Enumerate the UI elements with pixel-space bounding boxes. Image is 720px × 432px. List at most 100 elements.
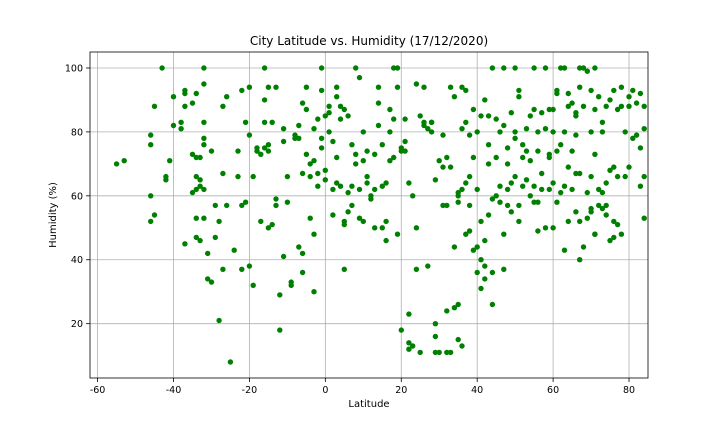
data-point (410, 343, 416, 349)
data-point (322, 113, 328, 119)
data-point (440, 132, 446, 138)
data-point (318, 135, 325, 141)
data-point (413, 81, 420, 87)
data-point (163, 177, 169, 183)
data-point (334, 84, 340, 90)
data-point (444, 202, 450, 209)
data-point (280, 253, 287, 260)
data-point (148, 142, 154, 148)
data-point (341, 266, 347, 272)
data-point (398, 327, 404, 333)
data-point (539, 186, 545, 193)
y-tick-label: 80 (71, 127, 83, 138)
data-point (611, 164, 617, 170)
data-point (546, 106, 552, 113)
data-point (345, 113, 351, 119)
data-point (497, 183, 503, 189)
data-point (489, 196, 496, 202)
data-point (402, 148, 408, 154)
data-point (603, 180, 609, 186)
data-point (474, 269, 480, 276)
data-point (425, 126, 431, 132)
data-point (622, 129, 628, 135)
data-point (394, 65, 401, 71)
data-point (425, 263, 431, 269)
data-point (470, 106, 477, 113)
data-point (493, 154, 499, 161)
data-point (463, 87, 469, 94)
data-point (622, 173, 628, 180)
data-point (630, 135, 636, 141)
data-point (148, 218, 154, 225)
data-point (637, 183, 644, 189)
data-point (220, 266, 226, 272)
data-point (205, 276, 211, 282)
data-point (592, 231, 598, 237)
data-point (633, 100, 640, 106)
data-point (113, 161, 120, 167)
x-tick-label: -40 (166, 385, 182, 396)
data-point (603, 202, 609, 209)
data-point (603, 103, 609, 110)
data-point (201, 135, 207, 141)
data-point (478, 257, 484, 263)
data-point (550, 129, 556, 135)
data-point (375, 84, 382, 90)
data-point (459, 126, 465, 132)
data-point (485, 142, 492, 148)
data-point (611, 218, 617, 225)
data-point (607, 97, 613, 103)
data-point (220, 170, 226, 177)
data-point (148, 193, 154, 199)
data-point (504, 145, 511, 151)
data-point (197, 154, 203, 161)
data-point (501, 65, 507, 71)
data-point (546, 151, 552, 157)
data-point (501, 266, 507, 272)
data-point (478, 113, 484, 119)
data-point (482, 263, 488, 269)
data-point (588, 87, 594, 94)
data-point (561, 247, 568, 253)
data-point (315, 116, 321, 122)
data-point (178, 126, 184, 132)
data-point (235, 173, 241, 180)
data-point (193, 234, 199, 241)
data-point (193, 186, 199, 193)
data-point (440, 164, 446, 170)
x-tick-label: 0 (322, 385, 328, 396)
data-point (614, 221, 621, 228)
data-point (451, 244, 458, 250)
data-point (531, 183, 537, 189)
data-point (520, 183, 526, 189)
data-point (375, 122, 382, 129)
data-point (246, 132, 253, 138)
data-point (447, 84, 454, 90)
data-point (516, 94, 522, 100)
data-point (239, 87, 245, 94)
data-point (432, 333, 439, 340)
data-point (421, 122, 427, 129)
data-point (614, 173, 621, 180)
data-point (224, 202, 230, 209)
data-point (580, 65, 587, 71)
data-point (463, 119, 469, 126)
data-point (618, 84, 625, 90)
data-point (318, 65, 325, 71)
data-point (364, 148, 370, 154)
data-point (626, 94, 632, 100)
data-point (501, 231, 507, 237)
data-point (280, 126, 287, 132)
data-point (330, 138, 336, 145)
data-point (322, 177, 328, 183)
data-point (299, 250, 306, 257)
data-point (261, 145, 268, 151)
data-point (216, 317, 222, 324)
data-point (482, 276, 488, 282)
data-point (573, 110, 579, 116)
data-point (455, 189, 461, 196)
data-point (341, 106, 347, 113)
data-point (372, 225, 378, 231)
data-point (353, 161, 359, 167)
